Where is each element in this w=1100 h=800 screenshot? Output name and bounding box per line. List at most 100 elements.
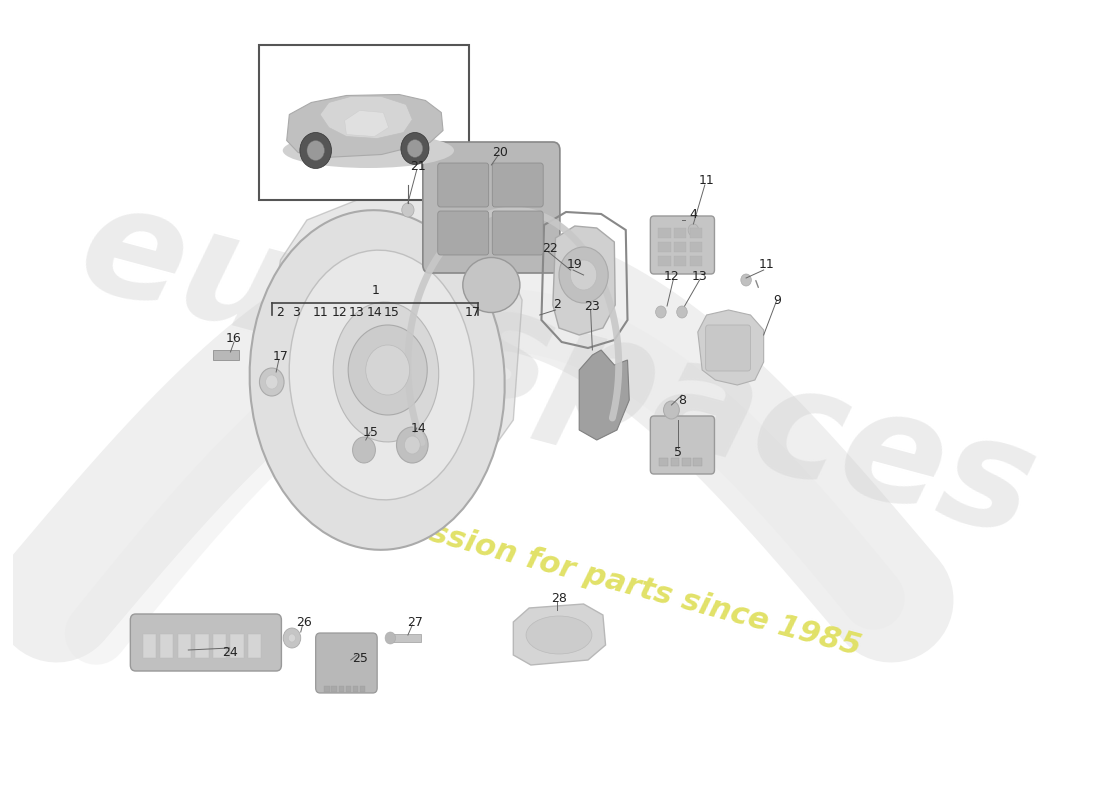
Text: 15: 15 bbox=[363, 426, 379, 438]
Bar bbox=[674, 256, 686, 266]
Circle shape bbox=[571, 260, 597, 290]
Text: 11: 11 bbox=[312, 306, 328, 319]
FancyBboxPatch shape bbox=[706, 325, 750, 371]
Bar bbox=[339, 686, 344, 692]
Text: a passion for parts since 1985: a passion for parts since 1985 bbox=[355, 498, 865, 662]
Text: 13: 13 bbox=[692, 270, 707, 282]
Polygon shape bbox=[344, 110, 388, 137]
Circle shape bbox=[689, 224, 698, 236]
Text: 15: 15 bbox=[384, 306, 400, 319]
Circle shape bbox=[265, 375, 278, 389]
Bar bbox=[671, 458, 680, 466]
Circle shape bbox=[400, 133, 429, 165]
Circle shape bbox=[288, 634, 296, 642]
Bar bbox=[324, 686, 330, 692]
Polygon shape bbox=[580, 350, 629, 440]
Bar bbox=[674, 242, 686, 252]
Circle shape bbox=[663, 401, 680, 419]
FancyBboxPatch shape bbox=[130, 614, 282, 671]
Bar bbox=[143, 634, 156, 658]
Bar bbox=[248, 634, 261, 658]
Circle shape bbox=[405, 436, 420, 454]
Bar bbox=[360, 686, 365, 692]
Text: 12: 12 bbox=[331, 306, 348, 319]
FancyBboxPatch shape bbox=[492, 163, 543, 207]
FancyBboxPatch shape bbox=[316, 633, 377, 693]
Text: 4: 4 bbox=[690, 209, 697, 222]
Circle shape bbox=[396, 427, 428, 463]
Circle shape bbox=[559, 247, 608, 303]
Bar bbox=[213, 350, 240, 360]
Text: 27: 27 bbox=[407, 615, 422, 629]
Text: 12: 12 bbox=[663, 270, 680, 282]
Polygon shape bbox=[553, 226, 615, 335]
Text: 19: 19 bbox=[566, 258, 583, 271]
Circle shape bbox=[307, 141, 324, 160]
Ellipse shape bbox=[463, 258, 520, 313]
Circle shape bbox=[283, 628, 300, 648]
Circle shape bbox=[260, 368, 284, 396]
Polygon shape bbox=[287, 94, 443, 158]
Circle shape bbox=[353, 437, 375, 463]
Ellipse shape bbox=[526, 616, 592, 654]
Text: 2: 2 bbox=[553, 298, 561, 311]
Polygon shape bbox=[697, 310, 763, 385]
Polygon shape bbox=[320, 97, 412, 138]
Bar bbox=[674, 228, 686, 238]
Bar bbox=[690, 228, 702, 238]
Ellipse shape bbox=[283, 133, 454, 168]
Circle shape bbox=[656, 306, 667, 318]
Bar bbox=[161, 634, 174, 658]
Text: 13: 13 bbox=[349, 306, 365, 319]
Bar bbox=[345, 686, 351, 692]
Circle shape bbox=[300, 133, 331, 169]
Text: 28: 28 bbox=[551, 591, 566, 605]
Bar bbox=[690, 242, 702, 252]
Text: 24: 24 bbox=[222, 646, 238, 658]
Bar bbox=[331, 686, 337, 692]
Text: 14: 14 bbox=[410, 422, 427, 434]
Ellipse shape bbox=[333, 302, 439, 442]
Text: 8: 8 bbox=[678, 394, 686, 406]
Circle shape bbox=[385, 632, 396, 644]
Text: 11: 11 bbox=[758, 258, 774, 270]
Bar bbox=[659, 458, 668, 466]
Text: 2: 2 bbox=[276, 306, 285, 319]
Bar bbox=[353, 686, 358, 692]
Text: 26: 26 bbox=[296, 615, 312, 629]
FancyBboxPatch shape bbox=[650, 416, 715, 474]
Circle shape bbox=[365, 345, 409, 395]
Ellipse shape bbox=[250, 210, 505, 550]
Text: 17: 17 bbox=[273, 350, 288, 362]
Text: 23: 23 bbox=[584, 299, 601, 313]
Bar bbox=[231, 634, 243, 658]
Polygon shape bbox=[514, 604, 606, 665]
Bar bbox=[693, 458, 702, 466]
Text: 20: 20 bbox=[492, 146, 508, 158]
Circle shape bbox=[740, 274, 751, 286]
FancyBboxPatch shape bbox=[438, 163, 488, 207]
Text: eurospaces: eurospaces bbox=[64, 171, 1050, 569]
Ellipse shape bbox=[289, 250, 474, 500]
FancyBboxPatch shape bbox=[422, 142, 560, 273]
Text: 21: 21 bbox=[410, 159, 427, 173]
Bar bbox=[658, 256, 671, 266]
Bar bbox=[213, 634, 227, 658]
Text: 5: 5 bbox=[674, 446, 682, 459]
Circle shape bbox=[402, 203, 414, 217]
Text: 22: 22 bbox=[542, 242, 558, 254]
Bar bbox=[690, 256, 702, 266]
Bar bbox=[658, 242, 671, 252]
Circle shape bbox=[407, 140, 422, 158]
Bar bbox=[196, 634, 209, 658]
Bar bbox=[682, 458, 691, 466]
Circle shape bbox=[349, 325, 427, 415]
FancyBboxPatch shape bbox=[438, 211, 488, 255]
FancyBboxPatch shape bbox=[492, 211, 543, 255]
Text: 14: 14 bbox=[366, 306, 383, 319]
Text: 17: 17 bbox=[465, 306, 481, 319]
Text: 25: 25 bbox=[352, 651, 367, 665]
Text: 11: 11 bbox=[698, 174, 714, 186]
Bar bbox=[390, 634, 421, 642]
Bar bbox=[178, 634, 191, 658]
